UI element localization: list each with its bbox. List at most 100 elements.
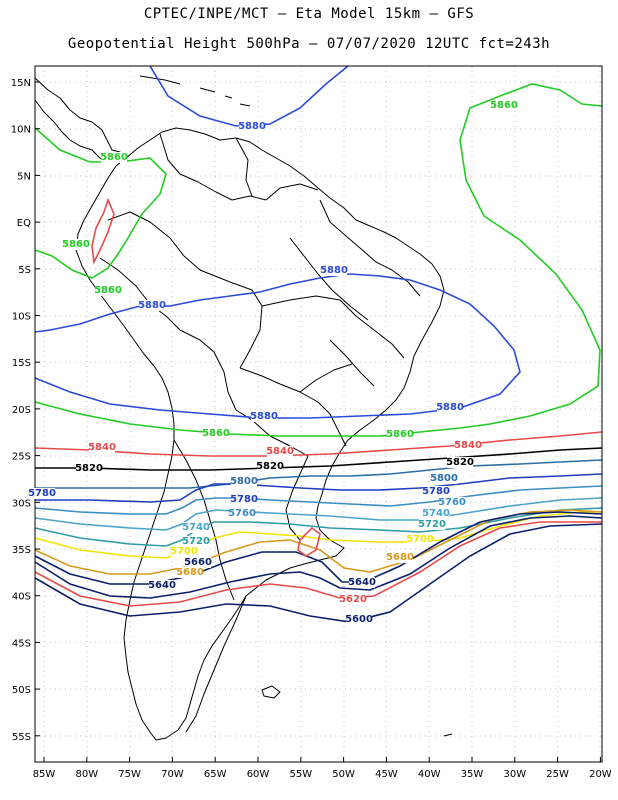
contour-label-bg <box>321 265 347 276</box>
contour-labels: 5880 5860 5860 5860 5880 5860 5880 5880 5880 5860… <box>28 100 518 625</box>
contour-label-5880: 5880 <box>436 402 464 413</box>
contour-label-bg <box>185 557 211 568</box>
lat-tick-label: 30S <box>12 498 31 509</box>
contour-label-5780: 5780 <box>28 488 56 499</box>
malvinas-islands <box>261 685 281 699</box>
contour-label-bg <box>149 580 175 591</box>
contour-5780 <box>35 473 603 503</box>
contour-label-5860: 5860 <box>202 428 230 439</box>
contour-label-5860: 5860 <box>62 239 90 250</box>
contour-5860-andes <box>91 197 115 265</box>
contour-label-bg <box>431 473 457 484</box>
contour-5740 <box>34 497 603 531</box>
lon-tick-label: 40W <box>418 769 441 780</box>
contour-label-bg <box>349 577 375 588</box>
lat-tick-label: 10S <box>12 312 31 323</box>
contour-label-bg <box>139 300 165 311</box>
lon-tick-label: 50W <box>332 769 355 780</box>
contour-label-bg <box>439 497 465 508</box>
contour-label-5860: 5860 <box>490 100 518 111</box>
contour-label-5600: 5600 <box>345 614 373 625</box>
contour-5640 <box>34 515 603 599</box>
graticule-grid <box>35 66 602 762</box>
contour-label-5740: 5740 <box>182 522 210 533</box>
contour-label-5660: 5660 <box>184 557 212 568</box>
contour-label-5820: 5820 <box>75 463 103 474</box>
lat-tick-label: 15N <box>11 78 31 89</box>
contour-label-5820: 5820 <box>446 457 474 468</box>
contour-label-bg <box>183 536 209 547</box>
lat-tick-label: 5S <box>18 265 31 276</box>
contour-label-5700: 5700 <box>170 546 198 557</box>
lon-tick-label: 55W <box>289 769 312 780</box>
contour-label-5700: 5700 <box>406 534 434 545</box>
contour-label-bg <box>171 546 197 557</box>
lat-tick-label: 55S <box>12 732 31 743</box>
contour-label-bg <box>437 402 463 413</box>
contour-5620-closed-low <box>297 526 321 557</box>
axis-tick-labels: 15N 10N 5N EQ 5S 10S 15S 20S 25S 30S 35S 40S 45S 50S 5… <box>11 78 612 780</box>
contour-label-bg <box>251 411 277 422</box>
contour-label-5760: 5760 <box>228 508 256 519</box>
lon-tick-label: 45W <box>375 769 398 780</box>
contour-label-5720: 5720 <box>182 536 210 547</box>
lon-tick-label: 75W <box>118 769 141 780</box>
contour-label-5880: 5880 <box>250 411 278 422</box>
lon-tick-label: 80W <box>75 769 98 780</box>
contour-5620 <box>34 521 602 607</box>
lon-tick-label: 35W <box>461 769 484 780</box>
lat-tick-label: 40S <box>12 592 31 603</box>
contour-label-bg <box>95 285 121 296</box>
contour-label-5880: 5880 <box>138 300 166 311</box>
axis-ticks <box>35 81 601 762</box>
contour-5660 <box>34 511 603 585</box>
contour-label-bg <box>447 457 473 468</box>
contour-5840 <box>34 431 603 457</box>
lat-tick-label: 10N <box>11 125 31 136</box>
lat-tick-label: 45S <box>12 638 31 649</box>
contour-label-bg <box>89 442 115 453</box>
contour-label-bg <box>101 152 127 163</box>
contour-label-5800: 5800 <box>230 476 258 487</box>
contour-label-5680: 5680 <box>176 567 204 578</box>
contour-label-bg <box>423 486 449 497</box>
contour-5880-north <box>149 65 349 127</box>
contour-label-5620: 5620 <box>339 594 367 605</box>
lon-tick-label: 65W <box>204 769 227 780</box>
contour-label-bg <box>257 461 283 472</box>
contour-label-bg <box>239 121 265 132</box>
contour-label-bg <box>229 508 255 519</box>
central-america-coast-north <box>34 99 109 163</box>
caribbean-islands <box>139 75 251 107</box>
contour-label-bg <box>231 494 257 505</box>
contour-label-5640: 5640 <box>148 580 176 591</box>
contour-label-5840: 5840 <box>266 446 294 457</box>
contour-label-bg <box>387 552 413 563</box>
contour-label-bg <box>419 519 445 530</box>
lat-tick-label: 35S <box>12 545 31 556</box>
contour-5700 <box>34 511 602 559</box>
contour-label-bg <box>340 594 366 605</box>
contour-label-bg <box>231 476 257 487</box>
contour-label-5880: 5880 <box>320 265 348 276</box>
contour-label-5860: 5860 <box>100 152 128 163</box>
contour-label-5720: 5720 <box>418 519 446 530</box>
contour-label-5800: 5800 <box>430 473 458 484</box>
contour-label-5820: 5820 <box>256 461 284 472</box>
contour-label-bg <box>267 446 293 457</box>
lat-tick-label: 15S <box>12 358 31 369</box>
contour-label-5760: 5760 <box>438 497 466 508</box>
lon-tick-label: 20W <box>589 769 612 780</box>
lon-tick-label: 30W <box>503 769 526 780</box>
contour-label-bg <box>407 534 433 545</box>
contour-5820 <box>35 447 603 471</box>
contour-label-5860: 5860 <box>94 285 122 296</box>
contour-label-bg <box>76 463 102 474</box>
contour-5760 <box>34 485 603 515</box>
contour-label-bg <box>29 488 55 499</box>
contour-label-5740: 5740 <box>422 508 450 519</box>
lat-tick-label: 5N <box>17 171 31 182</box>
lat-tick-label: 50S <box>12 685 31 696</box>
contour-label-5640: 5640 <box>348 577 376 588</box>
contour-label-bg <box>423 508 449 519</box>
